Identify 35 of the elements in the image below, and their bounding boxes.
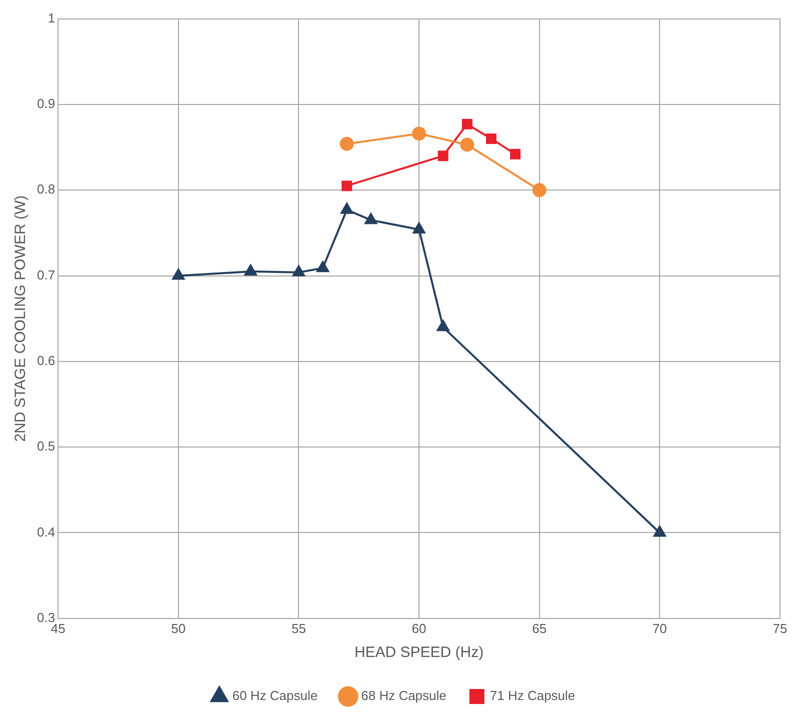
y-tick-label: 0.4 [36,524,56,540]
point [462,118,472,130]
point [364,213,378,224]
x-tick-label: 60 [412,620,426,636]
x-tick-label: 75 [772,620,788,636]
x-tick-label: 55 [291,620,306,636]
x-axis-title: HEAD SPEED (Hz) [354,644,484,662]
legend-label: 71 Hz Capsule [490,688,576,704]
point [438,150,448,162]
point [172,268,185,280]
legend-label: 68 Hz Capsule [361,688,446,704]
y-tick-label: 1 [48,10,56,26]
point [342,180,352,192]
point [412,126,426,141]
y-tick-label: 0.9 [36,96,56,112]
x-tick-label: 70 [652,620,667,636]
point [510,148,521,160]
y-tick-label: 0.8 [36,182,56,197]
point [412,222,426,234]
legend-label: 60 Hz Capsule [232,688,318,704]
point [340,136,354,151]
point [244,264,257,276]
point [316,261,329,272]
point [460,138,474,152]
x-tick-label: 50 [171,620,186,636]
y-tick-label: 0.5 [36,438,56,454]
x-tick-label: 65 [532,620,547,636]
point [486,133,496,144]
y-axis-title: 2ND STAGE COOLING POWER (W) [12,195,30,442]
point [340,202,354,214]
point [436,320,450,332]
y-tick-label: 0.6 [36,353,56,368]
y-tick-label: 0.7 [36,267,56,282]
point [532,183,546,198]
point [292,265,305,276]
